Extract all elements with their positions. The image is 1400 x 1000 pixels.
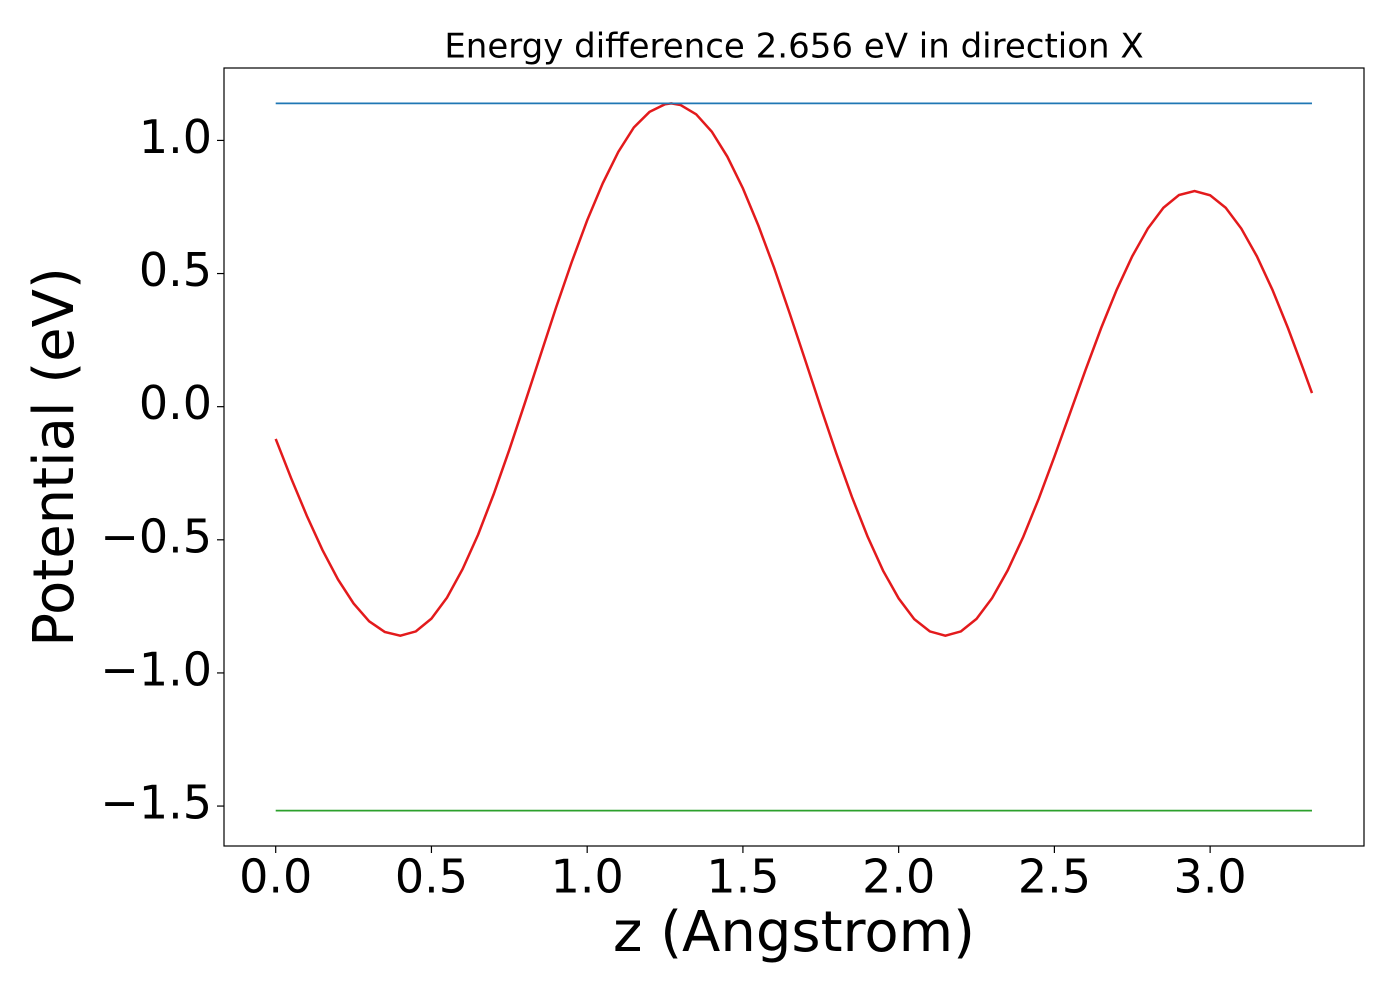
y-axis-label: Potential (eV) [22, 267, 87, 647]
x-tick-label: 0.5 [395, 850, 468, 904]
x-tick-label: 3.0 [1174, 850, 1247, 904]
y-tick-label: −0.5 [100, 509, 212, 563]
x-axis-label: z (Angstrom) [613, 900, 975, 965]
line-series [274, 102, 1314, 637]
x-tick-label: 1.0 [551, 850, 624, 904]
x-tick-label: 2.5 [1018, 850, 1091, 904]
x-tick-label: 0.0 [239, 850, 312, 904]
y-tick-label: 1.0 [139, 110, 212, 164]
chart-title: Energy difference 2.656 eV in direction … [444, 27, 1143, 67]
y-tick-label: 0.0 [139, 376, 212, 430]
y-tick-label: 0.5 [139, 243, 212, 297]
y-tick-label: −1.0 [100, 642, 212, 696]
x-tick-label: 1.5 [706, 850, 779, 904]
y-tick-label: −1.5 [100, 776, 212, 830]
x-tick-label: 2.0 [862, 850, 935, 904]
plot-frame [223, 67, 1365, 847]
